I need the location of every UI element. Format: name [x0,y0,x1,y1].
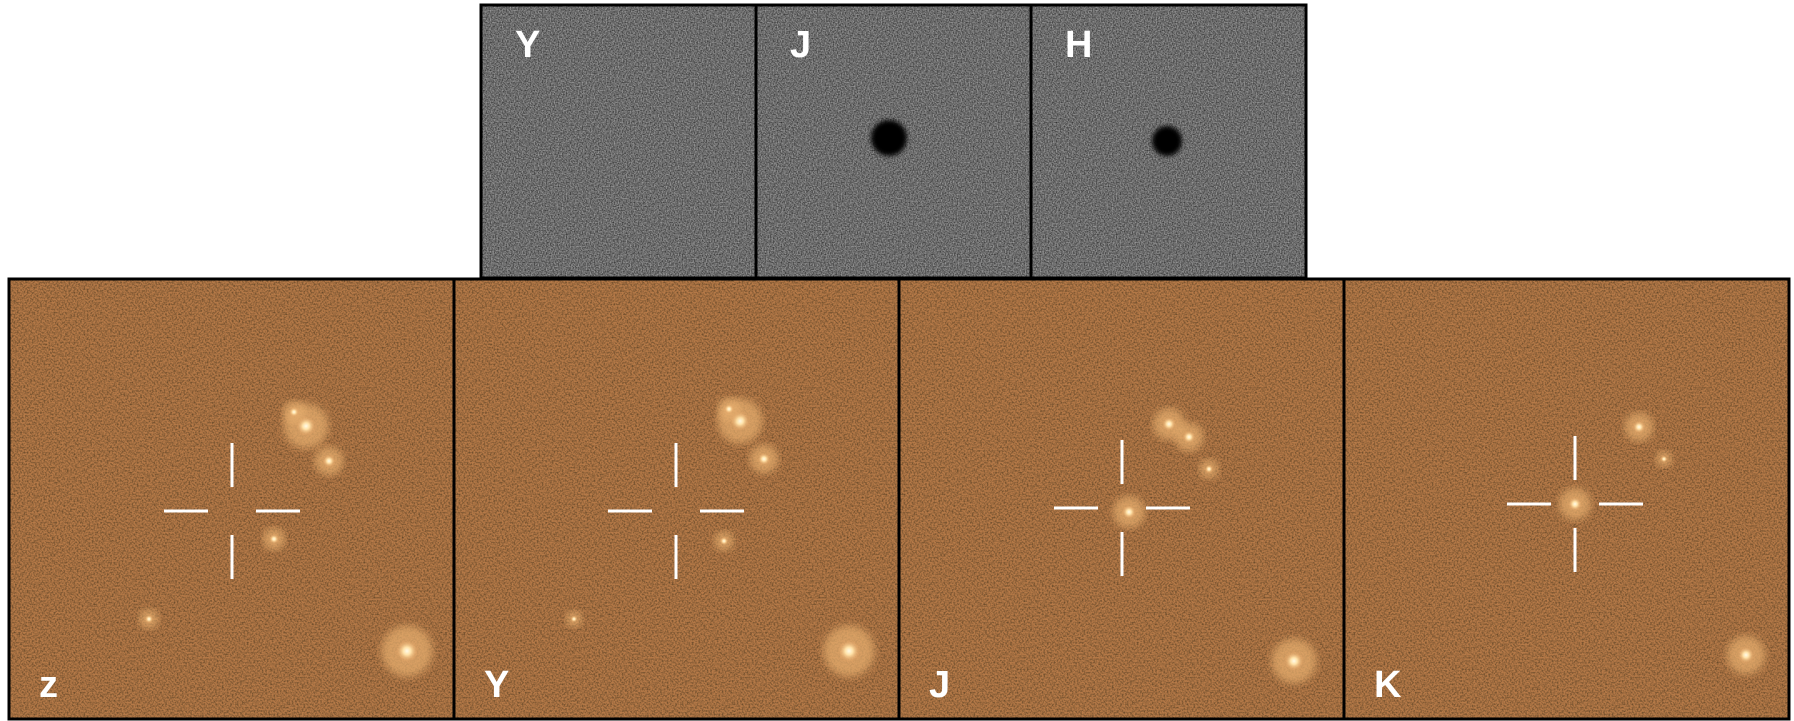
page: {"top_panels": [{"label": "Y"}, {"label"… [0,0,1794,721]
bottom-panel: z [9,279,454,719]
band-label: z [39,664,58,706]
source-core [396,640,418,662]
source-core [145,615,153,623]
bottom-panel: Y [454,279,899,719]
source-core [323,455,336,468]
top-panel: J [756,5,1031,278]
source-core [1738,647,1755,664]
band-label: Y [515,24,540,66]
top-panel: H [1031,5,1306,278]
band-label: J [790,24,811,66]
source-core [724,404,734,414]
figure: Y J Hz Y J K [0,0,1794,721]
source-core [289,407,299,417]
source-core [1205,465,1213,473]
source-blob [871,120,907,156]
source-blob [1152,126,1182,156]
source-core [720,537,728,545]
source-core [1633,421,1646,434]
source-core [838,640,860,662]
band-label: K [1374,664,1402,706]
top-panel: Y [481,5,756,278]
source-core [758,453,771,466]
band-label: J [929,664,950,706]
source-core [1284,651,1304,671]
source-core [269,534,279,544]
band-label: Y [484,664,509,706]
source-core [571,616,578,623]
source-core [1183,431,1196,444]
bottom-panel: K [1344,279,1789,719]
source-core [1162,417,1176,431]
source-core [1122,505,1136,519]
source-core [1661,456,1668,463]
band-label: H [1065,24,1092,66]
bottom-panel: J [899,279,1344,719]
source-core [1568,497,1582,511]
